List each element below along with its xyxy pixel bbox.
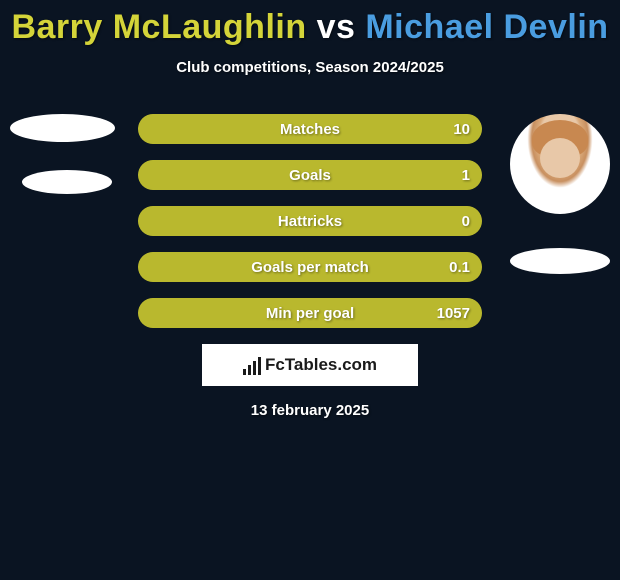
ellipse-icon [22, 170, 112, 194]
player-avatar [510, 114, 610, 214]
subtitle-text: Club competitions, Season 2024/2025 [0, 59, 620, 76]
stat-bar: Hattricks 0 [138, 206, 482, 236]
snapshot-date: 13 february 2025 [0, 402, 620, 419]
stat-bar: Goals per match 0.1 [138, 252, 482, 282]
stat-bar-value-right: 0 [462, 213, 470, 230]
ellipse-icon [10, 114, 115, 142]
stat-bar-label: Goals per match [251, 259, 369, 276]
left-player-decor [10, 114, 115, 194]
stat-bar-value-right: 10 [453, 121, 470, 138]
stat-bar: Goals 1 [138, 160, 482, 190]
chart-icon [243, 355, 261, 375]
player1-name: Barry McLaughlin [11, 8, 306, 46]
comparison-title: Barry McLaughlin vs Michael Devlin [0, 0, 620, 47]
stat-bars: Matches 10 Goals 1 Hattricks 0 Goals per match… [138, 114, 482, 328]
stat-bar-value-right: 1 [462, 167, 470, 184]
stat-bar-value-right: 0.1 [449, 259, 470, 276]
branding-badge: FcTables.com [202, 344, 418, 386]
player2-name: Michael Devlin [365, 8, 608, 46]
ellipse-icon [510, 248, 610, 274]
stat-bar: Min per goal 1057 [138, 298, 482, 328]
branding-text: FcTables.com [265, 355, 377, 375]
stat-bar: Matches 10 [138, 114, 482, 144]
stat-bar-label: Goals [289, 167, 331, 184]
stat-bar-label: Hattricks [278, 213, 342, 230]
stat-bar-label: Matches [280, 121, 340, 138]
stat-bar-value-right: 1057 [437, 305, 470, 322]
comparison-chart: Matches 10 Goals 1 Hattricks 0 Goals per match… [0, 114, 620, 419]
vs-separator: vs [307, 8, 366, 46]
stat-bar-label: Min per goal [266, 305, 354, 322]
right-player-decor [510, 114, 610, 274]
